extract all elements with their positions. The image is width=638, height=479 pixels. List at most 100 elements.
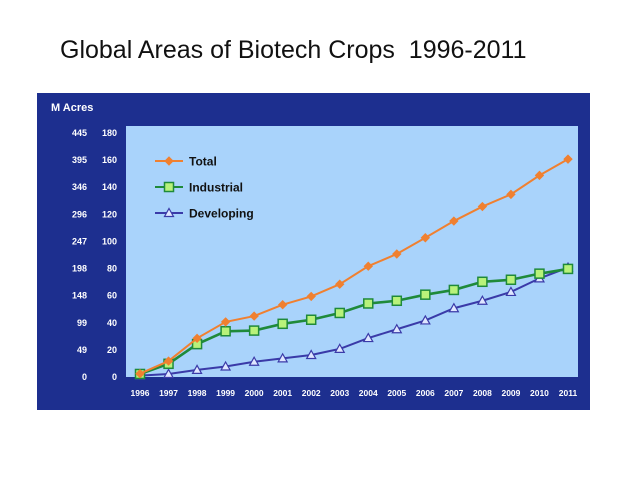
y-tick-label-left: 148: [72, 291, 87, 301]
y-tick-label-left: 346: [72, 182, 87, 192]
diamond-marker: [392, 249, 402, 259]
series-line: [139, 158, 569, 375]
square-marker: [562, 263, 574, 275]
square-marker: [391, 295, 403, 307]
y-tick-label-right: 100: [102, 236, 117, 246]
y-tick-label-right: 140: [102, 182, 117, 192]
diamond-marker: [563, 154, 573, 164]
series-line: [139, 266, 569, 377]
diamond-marker: [277, 299, 288, 310]
x-tick-label: 2010: [530, 388, 549, 398]
legend: Total Industrial Developing: [155, 155, 254, 221]
square-marker: [163, 181, 175, 193]
page-title: Global Areas of Biotech Crops 1996-2011: [60, 36, 527, 64]
diamond-marker: [163, 356, 174, 366]
diamond-marker: [135, 368, 145, 379]
square-marker: [448, 284, 460, 296]
x-tick-label: 2004: [359, 388, 378, 398]
y-axis-left: 445 395 346 296 247 198 148 99 49 0: [72, 128, 87, 382]
series-line: [139, 267, 569, 376]
y-tick-label-right: 120: [102, 209, 117, 219]
y-tick-label-right: 20: [107, 345, 117, 355]
triangle-marker: [334, 343, 346, 353]
x-tick-label: 2003: [330, 388, 349, 398]
triangle-marker: [191, 364, 203, 374]
legend-item-developing: Developing: [155, 207, 254, 221]
triangle-marker: [305, 349, 317, 360]
y-tick-label-right: 60: [107, 291, 117, 301]
x-tick-label: 2005: [387, 388, 406, 398]
square-marker: [420, 289, 431, 300]
triangle-marker: [220, 360, 232, 371]
line-chart: M Acres 445 395 346 296 247 198 148 99 49 0 180 16…: [51, 102, 578, 398]
legend-label: Industrial: [189, 181, 243, 195]
diamond-marker: [192, 333, 202, 344]
chart-panel: M Acres 445 395 346 296 247 198 148 99 49 0 180 16…: [37, 93, 590, 410]
y-tick-label-left: 247: [72, 236, 87, 246]
diamond-marker: [335, 279, 345, 289]
x-tick-label: 2002: [302, 388, 321, 398]
x-axis: 1996 1997 1998 1999 2000 2001 2002 2003 2004 2005…: [131, 388, 578, 398]
x-tick-label: 1998: [188, 388, 207, 398]
y-tick-label-right: 160: [102, 155, 117, 165]
diamond-marker: [249, 311, 259, 321]
legend-label: Developing: [189, 207, 254, 221]
legend-item-industrial: Industrial: [155, 181, 243, 195]
y-tick-label-left: 99: [77, 318, 87, 328]
series-layer: [134, 154, 574, 380]
square-marker: [248, 325, 260, 336]
triangle-marker: [476, 295, 488, 305]
x-tick-label: 2006: [416, 388, 435, 398]
y-axis-right: 180 160 140 120 100 80 60 40 20 0: [102, 128, 117, 382]
y-tick-label-left: 49: [77, 345, 87, 355]
triangle-marker: [448, 302, 460, 313]
triangle-marker: [163, 207, 175, 218]
diamond-marker: [164, 156, 174, 166]
y-tick-label-left: 445: [72, 128, 87, 138]
x-tick-label: 2011: [559, 388, 578, 398]
diamond-marker: [306, 291, 316, 302]
diamond-marker: [534, 170, 545, 181]
x-tick-label: 1999: [216, 388, 235, 398]
y-tick-label-left: 296: [72, 209, 87, 219]
x-tick-label: 2009: [501, 388, 520, 398]
unit-label: M Acres: [51, 102, 93, 114]
diamond-marker: [420, 233, 431, 243]
square-marker: [505, 274, 517, 286]
triangle-marker: [391, 323, 403, 334]
y-tick-label-right: 0: [112, 372, 117, 382]
triangle-marker: [163, 368, 175, 379]
diamond-marker: [449, 216, 459, 226]
x-tick-label: 2007: [444, 388, 463, 398]
x-tick-label: 1997: [159, 388, 178, 398]
y-tick-label-right: 40: [107, 318, 117, 328]
x-tick-label: 1996: [131, 388, 150, 398]
diamond-marker: [477, 201, 488, 212]
triangle-marker: [505, 286, 517, 297]
y-tick-label-right: 180: [102, 128, 117, 138]
diamond-marker: [506, 189, 516, 200]
y-tick-label-right: 80: [107, 264, 117, 274]
series-total: [135, 154, 573, 379]
square-marker: [477, 276, 488, 288]
square-marker: [305, 314, 317, 325]
square-marker: [534, 268, 545, 279]
diamond-marker: [363, 261, 373, 271]
square-marker: [334, 307, 345, 319]
y-tick-label-left: 0: [82, 372, 87, 382]
square-marker: [277, 318, 288, 330]
legend-item-total: Total: [155, 155, 217, 169]
x-tick-label: 2008: [473, 388, 492, 398]
square-marker: [363, 298, 374, 309]
legend-label: Total: [189, 155, 217, 169]
diamond-marker: [220, 317, 231, 327]
y-tick-label-left: 198: [72, 264, 87, 274]
y-tick-label-left: 395: [72, 155, 87, 165]
triangle-marker: [248, 356, 260, 366]
triangle-marker: [419, 314, 431, 325]
triangle-marker: [277, 352, 289, 363]
square-marker: [220, 326, 231, 337]
triangle-marker: [362, 332, 374, 343]
x-tick-label: 2000: [245, 388, 264, 398]
x-tick-label: 2001: [273, 388, 292, 398]
